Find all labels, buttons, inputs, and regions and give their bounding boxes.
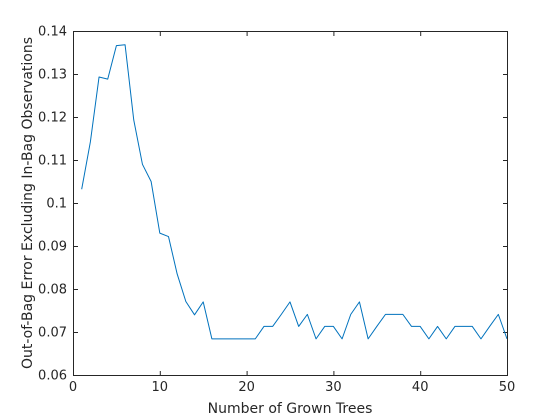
y-tick-label: 0.08 — [38, 283, 67, 298]
y-tick-label: 0.13 — [38, 68, 67, 83]
x-tick-label: 20 — [238, 380, 255, 395]
tick-labels: 0 10 20 30 40 50 0.06 0.07 0.08 0.09 0.1 0.11 0.12 0.… — [38, 25, 515, 396]
x-tick-label: 10 — [152, 380, 169, 395]
axes-box — [73, 31, 508, 376]
x-tick-label: 50 — [499, 380, 516, 395]
axes-background — [73, 31, 507, 375]
series-line — [81, 44, 508, 340]
y-tick-label: 0.12 — [38, 111, 67, 126]
y-tick-label: 0.09 — [38, 240, 67, 255]
y-tick-label: 0.06 — [38, 369, 67, 384]
y-tick-label: 0.1 — [46, 197, 67, 212]
y-axis-label: Out-of-Bag Error Excluding In-Bag Observ… — [20, 37, 36, 369]
y-tick-label: 0.07 — [38, 326, 67, 341]
y-tick-label: 0.14 — [38, 25, 67, 40]
plot-lines — [81, 44, 508, 340]
x-tick-label: 40 — [412, 380, 429, 395]
y-tick-label: 0.11 — [38, 154, 67, 169]
x-axis-label: Number of Grown Trees — [208, 401, 373, 417]
x-tick-label: 0 — [69, 380, 77, 395]
x-tick-label: 30 — [325, 380, 342, 395]
